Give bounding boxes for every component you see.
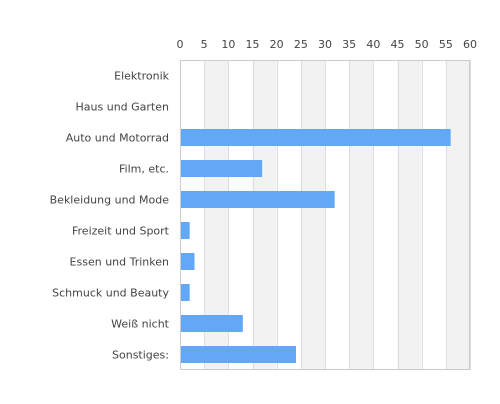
bar	[181, 284, 190, 301]
background-band	[421, 60, 446, 370]
x-tick-label: 45	[391, 38, 405, 51]
x-tick-label: 40	[366, 38, 380, 51]
background-band	[325, 60, 350, 370]
bar	[181, 346, 296, 363]
bar	[181, 222, 190, 239]
x-tick-label: 5	[201, 38, 208, 51]
category-label: Elektronik	[114, 70, 169, 83]
background-bands	[180, 60, 470, 370]
category-label: Sonstiges:	[112, 349, 169, 362]
background-band	[300, 60, 325, 370]
x-tick-label: 10	[221, 38, 235, 51]
axes	[180, 60, 470, 370]
category-label: Film, etc.	[119, 163, 169, 176]
bar	[181, 160, 263, 177]
x-tick-labels: 0 5 10 15 20 25 30 35 40 45 50 55 60	[177, 38, 478, 51]
x-tick-label: 15	[246, 38, 260, 51]
background-band	[252, 60, 277, 370]
background-band	[397, 60, 422, 370]
x-tick-label: 60	[463, 38, 477, 51]
x-tick-label: 0	[177, 38, 184, 51]
x-tick-label: 25	[294, 38, 308, 51]
background-band	[276, 60, 301, 370]
x-tick-label: 50	[415, 38, 429, 51]
bar	[181, 191, 335, 208]
category-label: Essen und Trinken	[70, 256, 169, 269]
category-label: Schmuck und Beauty	[52, 287, 169, 300]
background-band	[349, 60, 374, 370]
plot-border	[180, 60, 470, 370]
x-tick-label: 35	[342, 38, 356, 51]
category-labels: Elektronik Haus und Garten Auto und Motorr…	[50, 70, 170, 362]
bar	[181, 315, 243, 332]
bar	[181, 253, 195, 270]
category-label: Freizeit und Sport	[72, 225, 170, 238]
category-label: Weiß nicht	[111, 318, 170, 331]
background-band	[445, 60, 470, 370]
background-band	[373, 60, 398, 370]
x-tick-label: 30	[318, 38, 332, 51]
bars	[181, 129, 451, 363]
category-label: Auto und Motorrad	[66, 132, 169, 145]
category-label: Bekleidung und Mode	[50, 194, 170, 207]
bar	[181, 129, 451, 146]
category-label: Haus und Garten	[76, 101, 170, 114]
x-tick-label: 20	[270, 38, 284, 51]
x-tick-label: 55	[439, 38, 453, 51]
